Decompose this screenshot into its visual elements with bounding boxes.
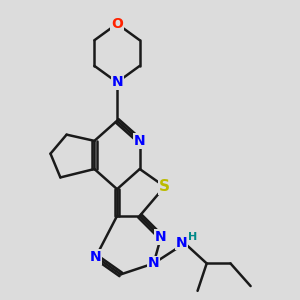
- Text: N: N: [176, 236, 188, 250]
- Text: H: H: [188, 232, 197, 242]
- Text: S: S: [159, 179, 170, 194]
- Text: N: N: [90, 250, 102, 264]
- Text: N: N: [111, 75, 123, 89]
- Text: O: O: [111, 17, 123, 31]
- Text: N: N: [155, 230, 167, 244]
- Text: N: N: [134, 134, 146, 148]
- Text: N: N: [148, 256, 160, 270]
